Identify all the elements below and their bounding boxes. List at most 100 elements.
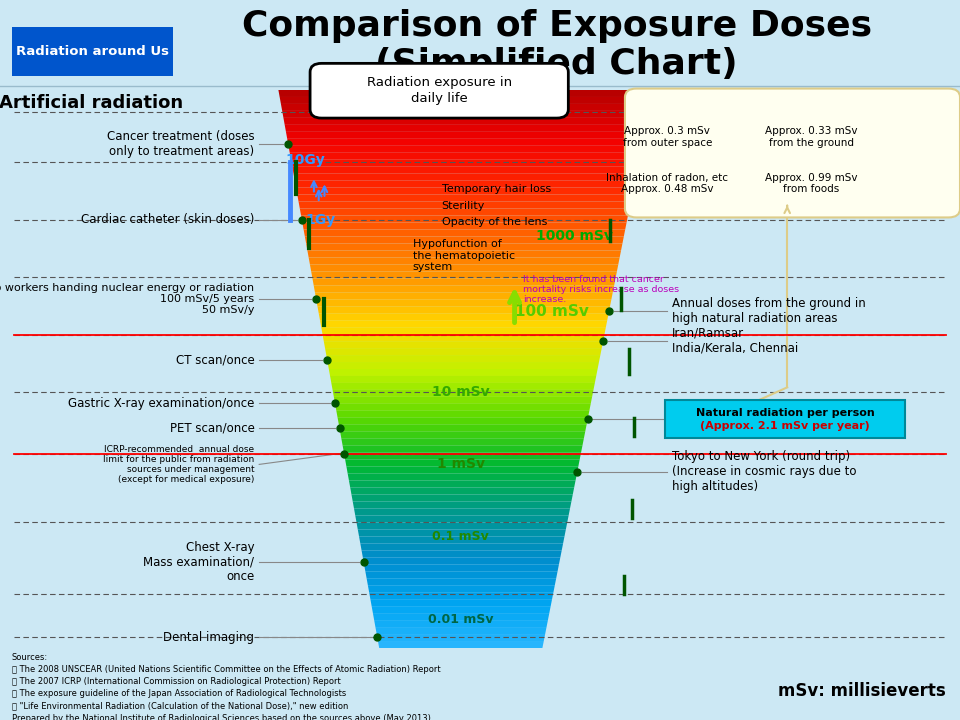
Polygon shape bbox=[346, 459, 580, 467]
Polygon shape bbox=[336, 411, 589, 418]
Text: Artificial radiation: Artificial radiation bbox=[0, 94, 183, 112]
Polygon shape bbox=[309, 257, 620, 264]
Polygon shape bbox=[290, 153, 640, 160]
Polygon shape bbox=[282, 111, 649, 118]
Polygon shape bbox=[296, 188, 634, 194]
Polygon shape bbox=[340, 432, 586, 438]
Text: 1000 mSv: 1000 mSv bbox=[536, 229, 612, 243]
Polygon shape bbox=[306, 243, 622, 251]
Polygon shape bbox=[364, 564, 559, 571]
Polygon shape bbox=[351, 495, 573, 502]
Text: Cancer treatment (doses
only to treatment areas): Cancer treatment (doses only to treatmen… bbox=[107, 130, 254, 158]
Polygon shape bbox=[369, 592, 553, 599]
Polygon shape bbox=[322, 327, 606, 334]
Text: 0.1 mSv: 0.1 mSv bbox=[432, 530, 490, 543]
Text: Natural radiation: Natural radiation bbox=[734, 94, 907, 112]
Text: Chest X-ray
Mass examination/
once: Chest X-ray Mass examination/ once bbox=[143, 541, 254, 582]
Text: It has been found that cancer
mortality risks increase as doses
increase.: It has been found that cancer mortality … bbox=[523, 274, 680, 305]
Polygon shape bbox=[376, 634, 545, 641]
Polygon shape bbox=[299, 202, 631, 209]
Text: Gastric X-ray examination/once: Gastric X-ray examination/once bbox=[68, 397, 254, 410]
Polygon shape bbox=[324, 341, 603, 348]
Polygon shape bbox=[358, 529, 565, 536]
Text: CT scan/once: CT scan/once bbox=[176, 354, 254, 366]
Polygon shape bbox=[285, 125, 646, 132]
Polygon shape bbox=[330, 376, 596, 383]
Polygon shape bbox=[362, 550, 562, 557]
Text: PET scan/once: PET scan/once bbox=[170, 422, 254, 435]
Polygon shape bbox=[331, 383, 595, 390]
Polygon shape bbox=[281, 104, 650, 111]
FancyBboxPatch shape bbox=[12, 27, 173, 76]
Polygon shape bbox=[303, 230, 625, 236]
Polygon shape bbox=[374, 620, 548, 627]
Polygon shape bbox=[356, 523, 567, 529]
Polygon shape bbox=[278, 90, 653, 97]
Polygon shape bbox=[302, 222, 627, 230]
Text: Dental imaging: Dental imaging bbox=[163, 631, 254, 644]
Polygon shape bbox=[350, 487, 574, 495]
Polygon shape bbox=[301, 215, 628, 222]
Polygon shape bbox=[339, 425, 587, 432]
Polygon shape bbox=[334, 397, 592, 404]
Polygon shape bbox=[328, 369, 597, 376]
FancyBboxPatch shape bbox=[310, 63, 568, 118]
Polygon shape bbox=[310, 264, 618, 271]
Text: (Approx. 2.1 mSv per year): (Approx. 2.1 mSv per year) bbox=[701, 421, 870, 431]
Polygon shape bbox=[338, 418, 588, 425]
Text: ICRP-recommended  annual dose
limit for the public from radiation
sources under : ICRP-recommended annual dose limit for t… bbox=[103, 445, 254, 484]
Text: Opacity of the lens: Opacity of the lens bbox=[442, 217, 547, 227]
Polygon shape bbox=[298, 194, 632, 202]
Polygon shape bbox=[327, 362, 599, 369]
Polygon shape bbox=[354, 508, 570, 516]
Bar bbox=[0, 0, 960, 86]
Text: Dose limits to workers handing nuclear energy or radiation
100 mSv/5 years
50 mS: Dose limits to workers handing nuclear e… bbox=[0, 282, 254, 315]
Text: Natural radiation per person: Natural radiation per person bbox=[696, 408, 875, 418]
Polygon shape bbox=[366, 571, 558, 578]
Text: Cardiac catheter (skin doses): Cardiac catheter (skin doses) bbox=[81, 213, 254, 226]
Polygon shape bbox=[332, 390, 593, 397]
Polygon shape bbox=[363, 557, 561, 564]
Polygon shape bbox=[288, 145, 642, 153]
Polygon shape bbox=[283, 118, 647, 125]
Polygon shape bbox=[307, 251, 621, 257]
FancyBboxPatch shape bbox=[665, 400, 905, 438]
Polygon shape bbox=[343, 446, 583, 453]
Polygon shape bbox=[291, 160, 639, 167]
Polygon shape bbox=[305, 236, 624, 243]
Polygon shape bbox=[319, 313, 609, 320]
FancyBboxPatch shape bbox=[625, 89, 960, 217]
Text: Temporary hair loss: Temporary hair loss bbox=[442, 184, 551, 194]
Text: mSv: millisieverts: mSv: millisieverts bbox=[778, 683, 946, 700]
Polygon shape bbox=[347, 467, 578, 474]
Polygon shape bbox=[318, 306, 610, 313]
Text: Tokyo to New York (round trip)
(Increase in cosmic rays due to
high altitudes): Tokyo to New York (round trip) (Increase… bbox=[672, 450, 856, 493]
Polygon shape bbox=[348, 474, 577, 481]
Polygon shape bbox=[311, 271, 617, 279]
Text: 10 mSv: 10 mSv bbox=[432, 385, 490, 400]
Polygon shape bbox=[300, 209, 630, 215]
Text: Inhalation of radon, etc
Approx. 0.48 mSv: Inhalation of radon, etc Approx. 0.48 mS… bbox=[606, 173, 729, 194]
Polygon shape bbox=[323, 334, 605, 341]
Text: 1Gy: 1Gy bbox=[305, 212, 336, 227]
Polygon shape bbox=[295, 181, 635, 188]
Text: Radiation around Us: Radiation around Us bbox=[15, 45, 169, 58]
Polygon shape bbox=[359, 536, 564, 544]
Polygon shape bbox=[312, 279, 615, 285]
Text: Approx. 0.3 mSv
from outer space: Approx. 0.3 mSv from outer space bbox=[622, 126, 712, 148]
Polygon shape bbox=[316, 300, 612, 306]
Text: Sterility: Sterility bbox=[442, 201, 485, 211]
Text: Approx. 0.99 mSv
from foods: Approx. 0.99 mSv from foods bbox=[765, 173, 857, 194]
Polygon shape bbox=[335, 404, 590, 411]
Polygon shape bbox=[279, 97, 652, 104]
Text: 0.01 mSv: 0.01 mSv bbox=[428, 613, 493, 626]
Text: 100 mSv: 100 mSv bbox=[516, 305, 588, 319]
Text: Hypofunction of
the hematopoietic
system: Hypofunction of the hematopoietic system bbox=[413, 239, 515, 272]
Polygon shape bbox=[372, 613, 549, 620]
Polygon shape bbox=[292, 167, 637, 174]
Polygon shape bbox=[344, 453, 581, 459]
Polygon shape bbox=[372, 606, 551, 613]
Text: Iran/Ramsar
India/Kerala, Chennai: Iran/Ramsar India/Kerala, Chennai bbox=[672, 327, 799, 354]
Text: Annual doses from the ground in
high natural radiation areas: Annual doses from the ground in high nat… bbox=[672, 297, 866, 325]
Text: 10Gy: 10Gy bbox=[285, 153, 325, 167]
